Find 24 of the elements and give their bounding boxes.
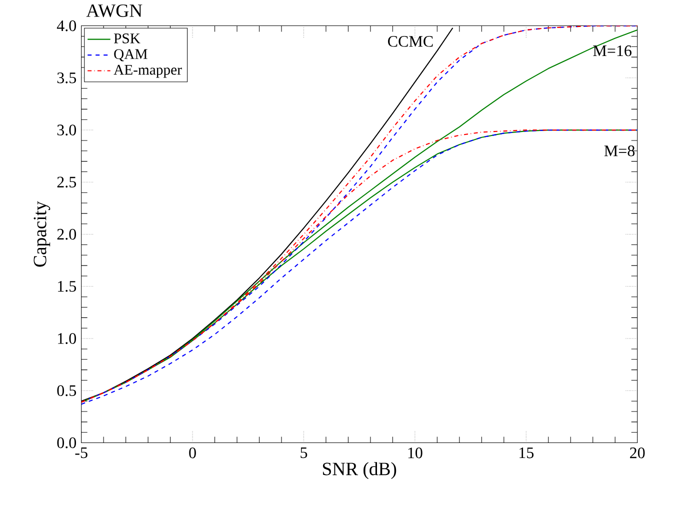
- x-tick-label: 20: [630, 448, 645, 458]
- y-tick-label: 1.0: [58, 333, 76, 344]
- x-tick-label: 15: [520, 448, 534, 458]
- legend-label: QAM: [114, 49, 148, 62]
- x-tick-label: 5: [300, 448, 308, 458]
- annotation: M=16: [593, 46, 632, 56]
- annotation: M=8: [604, 146, 635, 156]
- chart-title: AWGN: [86, 4, 142, 18]
- y-tick-label: 0.0: [57, 437, 76, 448]
- x-tick-label: 0: [189, 448, 196, 458]
- y-axis-title: Capacity: [34, 201, 50, 267]
- y-tick-label: 4.0: [56, 20, 76, 32]
- y-tick-label: 3.5: [57, 72, 76, 84]
- y-tick-label: 3.0: [57, 124, 76, 136]
- legend-label: PSK: [114, 34, 140, 44]
- y-tick-label: 2.0: [57, 228, 76, 240]
- y-tick-label: 2.5: [57, 176, 76, 188]
- y-tick-label: 0.5: [57, 385, 76, 396]
- legend-label: AE-mapper: [114, 65, 182, 78]
- x-axis-title: SNR (dB): [322, 462, 396, 480]
- annotation: CCMC: [388, 36, 433, 47]
- x-tick-label: -5: [75, 448, 88, 458]
- x-tick-label: 10: [408, 448, 422, 458]
- y-tick-label: 1.5: [58, 281, 76, 292]
